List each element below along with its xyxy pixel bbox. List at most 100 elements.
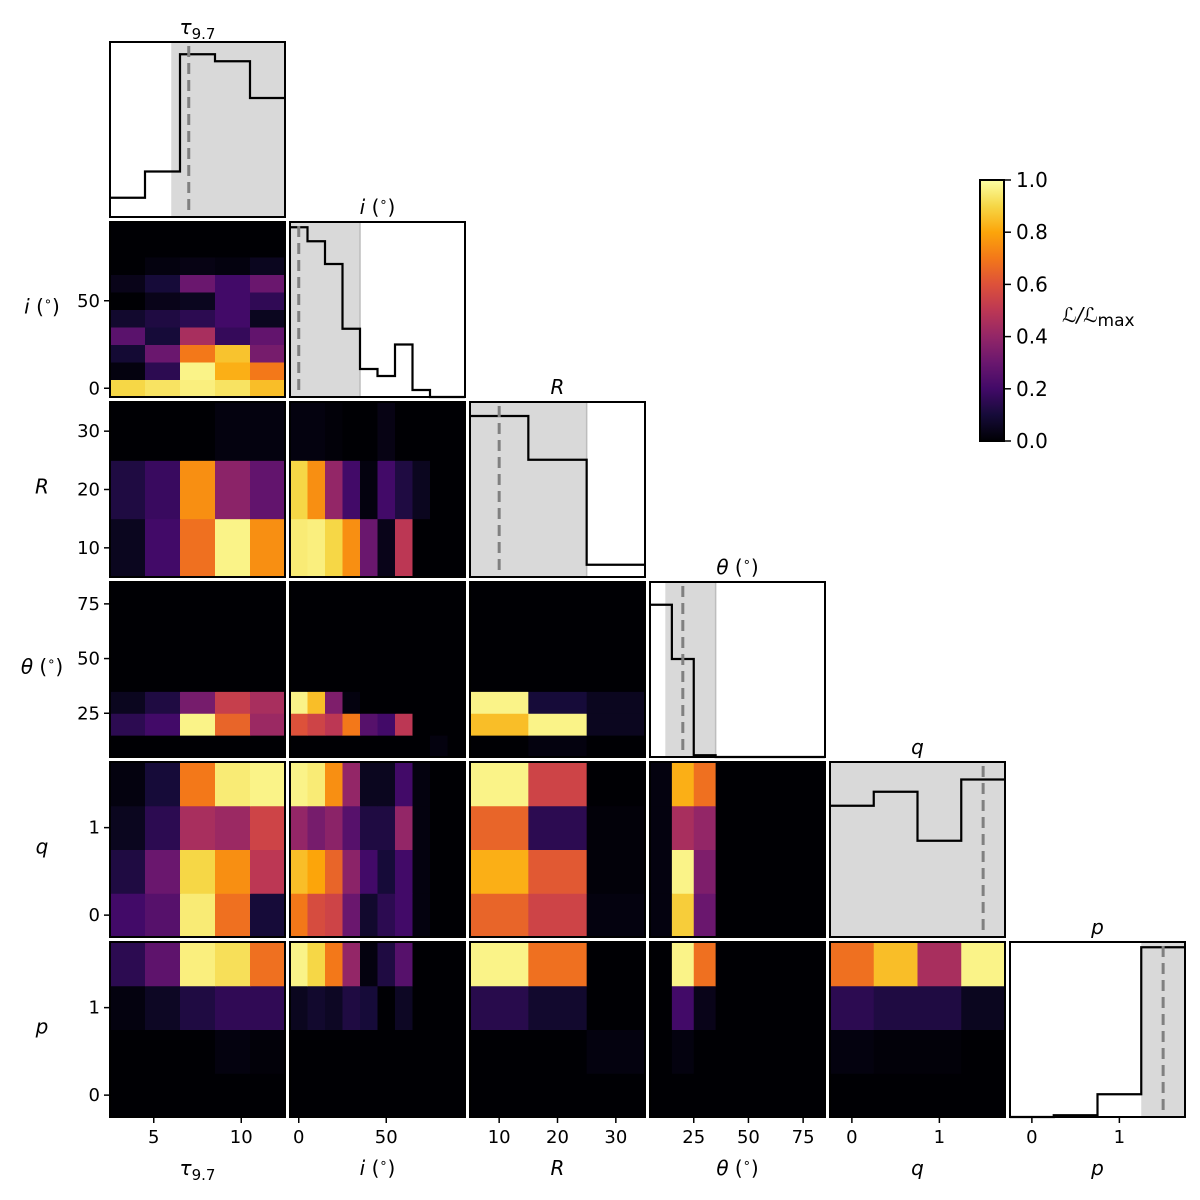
heatmap-cell — [759, 942, 782, 987]
heatmap-cell — [145, 292, 181, 310]
heatmap-cell — [961, 1073, 1006, 1118]
heatmap-cell — [412, 402, 431, 461]
heatmap-cell — [693, 1073, 717, 1118]
heatmap-cell — [759, 849, 782, 894]
heatmap-cell — [180, 362, 216, 380]
heatmap-cell — [180, 647, 216, 670]
heatmap-cell — [470, 625, 529, 649]
heatmap-cell — [342, 402, 361, 461]
heatmap-cell — [360, 713, 378, 736]
heatmap-cell — [430, 518, 448, 578]
heatmap-cell — [250, 292, 286, 310]
heatmap-cell — [412, 762, 431, 807]
heatmap-cell — [377, 1029, 396, 1074]
heatmap-cell — [395, 805, 413, 850]
x-tick-label: 75 — [792, 1127, 815, 1148]
y-tick-label: 50 — [77, 291, 100, 312]
heatmap-cell — [290, 713, 308, 736]
heatmap-cell — [470, 691, 529, 714]
heatmap-cell — [145, 849, 181, 894]
heatmap-cell — [430, 691, 448, 714]
heatmap-cell — [325, 691, 343, 714]
heatmap-cell — [342, 1029, 361, 1074]
heatmap-cell — [377, 460, 396, 520]
heatmap-cell — [803, 805, 826, 850]
heatmap-cell — [586, 735, 646, 758]
heatmap-cell — [110, 402, 146, 461]
diag-title-q: q — [911, 735, 924, 759]
heatmap-cell — [693, 893, 717, 938]
heatmap-cell — [715, 1029, 738, 1074]
heatmap-cell — [377, 691, 396, 714]
diag-title-R: R — [551, 375, 565, 399]
heatmap-cell — [586, 849, 646, 894]
heatmap-cell — [430, 460, 448, 520]
heatmap-cell — [586, 1073, 646, 1118]
x-axis-label-R: R — [551, 1156, 565, 1180]
y-tick-label: 0 — [89, 1085, 100, 1106]
histogram-step — [830, 778, 1005, 842]
heatmap-cell — [430, 669, 448, 692]
panel-frame — [109, 581, 286, 758]
heatmap-cell — [586, 985, 646, 1030]
panel-frame — [109, 41, 286, 218]
y-axis-label-R: R — [35, 475, 49, 499]
heatmap-cell — [342, 942, 361, 987]
heatmap-cell — [781, 985, 804, 1030]
panel-theta-p — [650, 942, 826, 1118]
heatmap-cell — [110, 669, 146, 692]
heatmap-cell — [528, 713, 588, 736]
x-axis-label-tau: τ9.7 — [180, 1156, 216, 1184]
heatmap-cell — [250, 257, 286, 275]
heatmap-cell — [180, 274, 216, 293]
y-tick-label: 75 — [77, 594, 100, 615]
heatmap-cell — [671, 942, 695, 987]
heatmap-cell — [528, 1073, 588, 1118]
heatmap-cell — [215, 647, 251, 670]
heatmap-cell — [215, 327, 251, 345]
heatmap-cell — [430, 713, 448, 736]
panel-R-q — [470, 762, 646, 938]
heatmap-cell — [180, 1029, 216, 1074]
heatmap-cell — [342, 762, 361, 807]
heatmap-cell — [447, 625, 466, 649]
heatmap-cell — [307, 582, 326, 605]
heatmap-cell — [307, 985, 326, 1030]
heatmap-cell — [737, 762, 760, 807]
heatmap-cell — [430, 985, 448, 1030]
heatmap-cell — [650, 1073, 673, 1118]
heatmap-cell — [412, 893, 431, 938]
heatmap-cell — [447, 762, 466, 807]
heatmap-cell — [180, 713, 216, 736]
heatmap-cell — [110, 893, 146, 938]
heatmap-cell — [180, 518, 216, 578]
heatmap-cell — [180, 985, 216, 1030]
heatmap-cell — [360, 603, 378, 627]
heatmap-cell — [961, 1029, 1006, 1074]
heatmap-cell — [759, 985, 782, 1030]
heatmap-cell — [759, 805, 782, 850]
heatmap-cell — [110, 222, 146, 240]
heatmap-cell — [145, 344, 181, 363]
diag-panel-q — [830, 762, 1006, 937]
histogram-step — [470, 414, 645, 566]
heatmap-cell — [360, 805, 378, 850]
panel-tau-i — [110, 222, 286, 398]
heatmap-cell — [803, 893, 826, 938]
heatmap-cell — [342, 985, 361, 1030]
heatmap-cell — [110, 625, 146, 649]
heatmap-cell — [180, 379, 216, 398]
heatmap-cell — [412, 460, 431, 520]
heatmap-cell — [377, 603, 396, 627]
heatmap-cell — [145, 669, 181, 692]
heatmap-cell — [307, 669, 326, 692]
heatmap-cell — [290, 1073, 308, 1118]
heatmap-cell — [110, 460, 146, 520]
heatmap-cell — [110, 1029, 146, 1074]
heatmap-cell — [528, 805, 588, 850]
heatmap-cell — [528, 893, 588, 938]
heatmap-cell — [737, 985, 760, 1030]
heatmap-cell — [290, 849, 308, 894]
heatmap-cell — [470, 713, 529, 736]
heatmap-cell — [307, 735, 326, 758]
